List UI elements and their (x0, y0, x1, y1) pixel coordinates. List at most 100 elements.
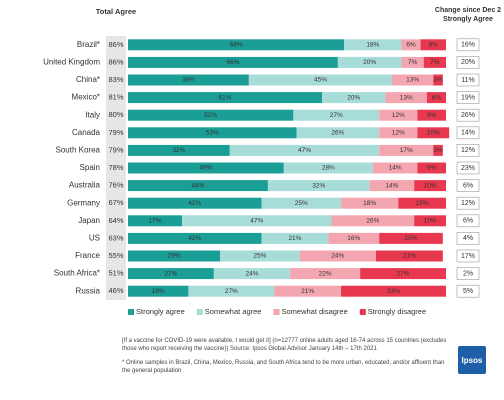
bar-segment (128, 162, 284, 174)
bar-segment (417, 109, 446, 121)
change-cell (456, 267, 480, 280)
bar-segment (128, 250, 221, 262)
bar-segment (369, 180, 415, 192)
total-label: 51% (108, 269, 123, 278)
category-label: Italy (85, 110, 100, 119)
total-label: 86% (108, 40, 123, 49)
change-header: Change since Dec 2 (435, 7, 501, 14)
category-label: United Kingdom (43, 58, 100, 67)
value-label: 10% (427, 130, 440, 137)
category-label: Japan (78, 216, 100, 225)
bar-segment (401, 56, 424, 68)
value-label: 29% (168, 253, 181, 260)
value-label: 27% (225, 288, 238, 295)
bar-segment (341, 197, 399, 209)
category-label: France (75, 251, 100, 260)
value-label: 21% (288, 235, 301, 242)
change-cell (456, 108, 480, 122)
value-label: 27% (164, 270, 177, 277)
legend-label: Strongly disagree (368, 307, 426, 316)
value-label: 18% (366, 42, 379, 49)
bar-segment (379, 127, 418, 139)
bar-segment (372, 162, 418, 174)
value-label: 22% (319, 270, 332, 277)
value-label: 49% (199, 165, 212, 172)
bar-segment (331, 215, 415, 227)
value-label: 21% (403, 253, 416, 260)
total-cell (106, 264, 126, 283)
value-label: 53% (206, 130, 219, 137)
change-header: Strongly Agree (443, 16, 493, 23)
bar-segment (229, 144, 380, 156)
bar-segment (220, 250, 300, 262)
total-cell (106, 247, 126, 265)
bar-segment (379, 232, 443, 244)
category-label: Germany (67, 198, 100, 207)
value-label: 66% (226, 59, 239, 66)
category-label: China* (76, 75, 100, 84)
footnote: * Online samples in Brazil, China, Mexic… (122, 360, 445, 374)
total-cell (106, 159, 126, 177)
value-label: 20% (347, 94, 360, 101)
value-label: 21% (301, 288, 314, 295)
category-label: South Korea (56, 146, 101, 155)
value-label: 32% (312, 182, 325, 189)
bar-segment (337, 56, 402, 68)
change-label: 20% (461, 59, 475, 66)
value-label: 47% (298, 147, 311, 154)
change-cell (456, 196, 480, 210)
change-cell (456, 126, 480, 140)
value-label: 12% (392, 130, 405, 137)
value-label: 25% (295, 200, 308, 207)
value-label: 19% (152, 288, 165, 295)
value-label: 61% (218, 94, 231, 101)
value-label: 7% (408, 59, 418, 66)
bar-segment (128, 92, 322, 104)
category-label: US (89, 234, 100, 243)
total-label: 67% (108, 198, 123, 207)
bar-segment (128, 127, 297, 139)
value-label: 24% (331, 253, 344, 260)
value-label: 38% (182, 77, 195, 84)
bar-segment (379, 109, 418, 121)
total-cell (106, 71, 126, 89)
bar-segment (128, 56, 338, 68)
bar-segment (299, 250, 377, 262)
logo: Ipsos (458, 346, 486, 374)
total-label: 55% (108, 251, 123, 260)
value-label: 42% (188, 200, 201, 207)
value-label: 20% (405, 235, 418, 242)
bar-segment (417, 162, 446, 174)
legend-swatch (196, 309, 203, 315)
category-label: South Africa* (54, 269, 100, 278)
total-cell (106, 88, 126, 107)
bar-segment (128, 180, 268, 192)
bar-segment (328, 232, 380, 244)
total-cell (106, 53, 126, 72)
value-label: 17% (400, 147, 413, 154)
value-label: 14% (389, 165, 402, 172)
value-label: 32% (172, 147, 185, 154)
bar-segment (261, 197, 342, 209)
value-label: 13% (406, 77, 419, 84)
change-cell (456, 232, 480, 245)
total-label: 79% (108, 145, 123, 154)
change-cell (456, 38, 480, 52)
bar-segment (248, 74, 392, 86)
total-cell (106, 176, 126, 195)
category-label: Brazil* (77, 40, 100, 49)
bar-segment (433, 74, 443, 86)
change-cell (456, 179, 480, 192)
legend-swatch (359, 309, 366, 315)
bar-segment (360, 268, 446, 280)
change-cell (456, 73, 480, 87)
value-label: 12% (392, 112, 405, 119)
total-label: 79% (108, 128, 123, 137)
change-cell (456, 56, 480, 69)
value-label: 6% (432, 94, 442, 101)
legend-swatch (273, 309, 280, 315)
change-label: 26% (461, 112, 475, 119)
bar-segment (293, 109, 380, 121)
change-label: 12% (461, 147, 475, 154)
